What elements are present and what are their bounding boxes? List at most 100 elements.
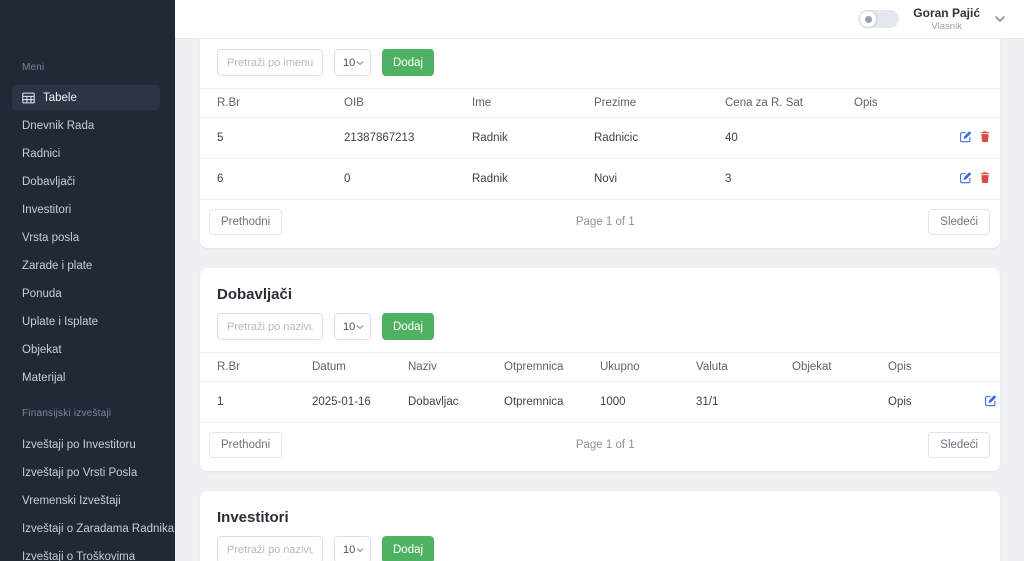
table-row: 6 0 Radnik Novi 3 — [200, 158, 1000, 200]
column-header: Prezime — [578, 88, 709, 118]
sidebar-item-label: Uplate i Isplate — [22, 316, 99, 328]
sidebar-item-vremenski-izvestaji[interactable]: Vremenski Izveštaji — [0, 487, 175, 515]
chevron-down-icon — [356, 324, 364, 329]
column-header: Otpremnica — [488, 352, 584, 382]
dobavljaci-search-input[interactable] — [217, 313, 323, 340]
topbar: Goran Pajić Vlasnik — [175, 0, 1024, 39]
column-header: OIB — [328, 88, 456, 118]
radnici-add-button[interactable]: Dodaj — [382, 49, 435, 76]
page-indicator: Page 1 of 1 — [575, 216, 635, 228]
dobavljaci-page-size-select[interactable]: 10 — [334, 313, 371, 340]
column-header: R.Br — [200, 88, 328, 118]
sidebar-item-label: Tabele — [43, 91, 77, 104]
cell-opis: Opis — [872, 381, 968, 423]
sidebar-item-materijal[interactable]: Materijal — [0, 364, 175, 392]
dobavljaci-add-button[interactable]: Dodaj — [382, 313, 435, 340]
sidebar-item-izvestaji-o-troskovima[interactable]: Izveštaji o Troškovima — [0, 543, 175, 561]
cell-ime: Radnik — [456, 117, 578, 159]
sidebar-item-izvestaji-o-zaradama-radnika[interactable]: Izveštaji o Zaradama Radnika — [0, 515, 175, 543]
sidebar-item-label: Izveštaji po Investitoru — [22, 439, 136, 451]
cell-otpremnica: Otpremnica — [488, 381, 584, 423]
column-header: Opis — [838, 88, 943, 118]
page-size-value: 10 — [343, 56, 356, 69]
radnici-table: R.Br OIB Ime Prezime Cena za R. Sat Opis… — [200, 88, 1000, 200]
trash-icon[interactable] — [979, 171, 991, 184]
prev-page-button[interactable]: Prethodni — [209, 209, 283, 235]
dobavljaci-table: R.Br Datum Naziv Otpremnica Ukupno Valut… — [200, 352, 1000, 423]
sidebar-item-zarade-i-plate[interactable]: Zarade i plate — [0, 252, 175, 280]
sidebar-item-investitori[interactable]: Investitori — [0, 196, 175, 224]
investitori-search-input[interactable] — [217, 536, 323, 561]
sidebar-item-radnici[interactable]: Radnici — [0, 140, 175, 168]
chevron-down-icon — [356, 547, 364, 552]
cell-rbr: 1 — [200, 381, 296, 423]
investitori-card: Investitori 10 Dodaj — [200, 491, 1000, 561]
column-header: Cena za R. Sat — [709, 88, 838, 118]
next-page-button[interactable]: Sledeći — [928, 432, 990, 458]
sidebar-item-label: Izveštaji po Vrsti Posla — [22, 467, 138, 479]
sidebar-item-label: Vremenski Izveštaji — [22, 495, 121, 507]
edit-icon[interactable] — [959, 171, 972, 184]
cell-oib: 0 — [328, 158, 456, 200]
dobavljaci-card: Dobavljači 10 Dodaj R.Br Datum Naziv Otp… — [200, 268, 1000, 471]
sidebar-item-label: Objekat — [22, 344, 62, 356]
sidebar-item-label: Vrsta posla — [22, 232, 80, 244]
toggle-knob — [860, 11, 877, 27]
radnici-header-row: R.Br OIB Ime Prezime Cena za R. Sat Opis — [200, 88, 1000, 118]
next-page-button[interactable]: Sledeći — [928, 209, 990, 235]
sidebar-item-tabele[interactable]: Tabele — [12, 85, 160, 110]
sidebar-item-izvestaji-po-vrsti-posla[interactable]: Izveštaji po Vrsti Posla — [0, 459, 175, 487]
card-title-investitori: Investitori — [217, 509, 289, 526]
cell-opis — [838, 117, 943, 159]
sidebar-item-ponuda[interactable]: Ponuda — [0, 280, 175, 308]
investitori-add-button[interactable]: Dodaj — [382, 536, 435, 561]
sidebar-item-label: Zarade i plate — [22, 260, 93, 272]
sidebar-item-uplate-i-isplate[interactable]: Uplate i Isplate — [0, 308, 175, 336]
card-title-dobavljaci: Dobavljači — [217, 286, 293, 303]
sidebar-item-label: Dobavljači — [22, 176, 76, 188]
sidebar-item-vrsta-posla[interactable]: Vrsta posla — [0, 224, 175, 252]
investitori-page-size-select[interactable]: 10 — [334, 536, 371, 561]
column-header: Objekat — [776, 352, 872, 382]
cell-objekat — [776, 381, 872, 423]
radnici-search-input[interactable] — [217, 49, 323, 76]
edit-icon[interactable] — [959, 130, 972, 143]
investitori-controls: 10 Dodaj — [200, 526, 1000, 561]
cell-oib: 21387867213 — [328, 117, 456, 159]
cell-datum: 2025-01-16 — [296, 381, 392, 423]
trash-icon[interactable] — [979, 130, 991, 143]
user-role: Vlasnik — [931, 20, 962, 32]
sidebar-item-label: Materijal — [22, 372, 66, 384]
cell-cena: 40 — [709, 117, 838, 159]
sidebar-item-label: Izveštaji o Troškovima — [22, 551, 136, 561]
table-row: 1 2025-01-16 Dobavljac Otpremnica 1000 3… — [200, 381, 1000, 423]
column-header: R.Br — [200, 352, 296, 382]
column-header-actions — [968, 352, 1000, 382]
sidebar-item-objekat[interactable]: Objekat — [0, 336, 175, 364]
prev-page-button[interactable]: Prethodni — [209, 432, 283, 458]
cell-naziv: Dobavljac — [392, 381, 488, 423]
sidebar-item-dobavljaci[interactable]: Dobavljači — [0, 168, 175, 196]
sidebar-item-label: Ponuda — [22, 288, 62, 300]
cell-prezime: Radnicic — [578, 117, 709, 159]
sidebar-item-label: Radnici — [22, 148, 61, 160]
sidebar: Meni Tabele Dnevnik Rada Radnici Dobavlj… — [0, 0, 175, 561]
column-header: Ime — [456, 88, 578, 118]
chevron-down-icon[interactable] — [994, 15, 1006, 23]
edit-icon[interactable] — [984, 394, 997, 407]
column-header: Naziv — [392, 352, 488, 382]
user-menu[interactable]: Goran Pajić Vlasnik — [913, 6, 980, 32]
theme-toggle[interactable] — [859, 10, 900, 28]
radnici-page-size-select[interactable]: 10 — [334, 49, 371, 76]
sidebar-item-dnevnik-rada[interactable]: Dnevnik Rada — [0, 112, 175, 140]
radnici-controls: 10 Dodaj — [200, 39, 1000, 88]
table-row: 5 21387867213 Radnik Radnicic 40 — [200, 117, 1000, 159]
user-name: Goran Pajić — [913, 6, 980, 21]
sidebar-section-meni: Meni — [22, 62, 45, 73]
sidebar-item-izvestaji-po-investitoru[interactable]: Izveštaji po Investitoru — [0, 431, 175, 459]
sidebar-section-finansijski-izvestaji: Finansijski izveštaji — [22, 408, 112, 419]
cell-prezime: Novi — [578, 158, 709, 200]
column-header: Datum — [296, 352, 392, 382]
column-header-actions — [943, 88, 1000, 118]
dobavljaci-controls: 10 Dodaj — [200, 303, 1000, 352]
